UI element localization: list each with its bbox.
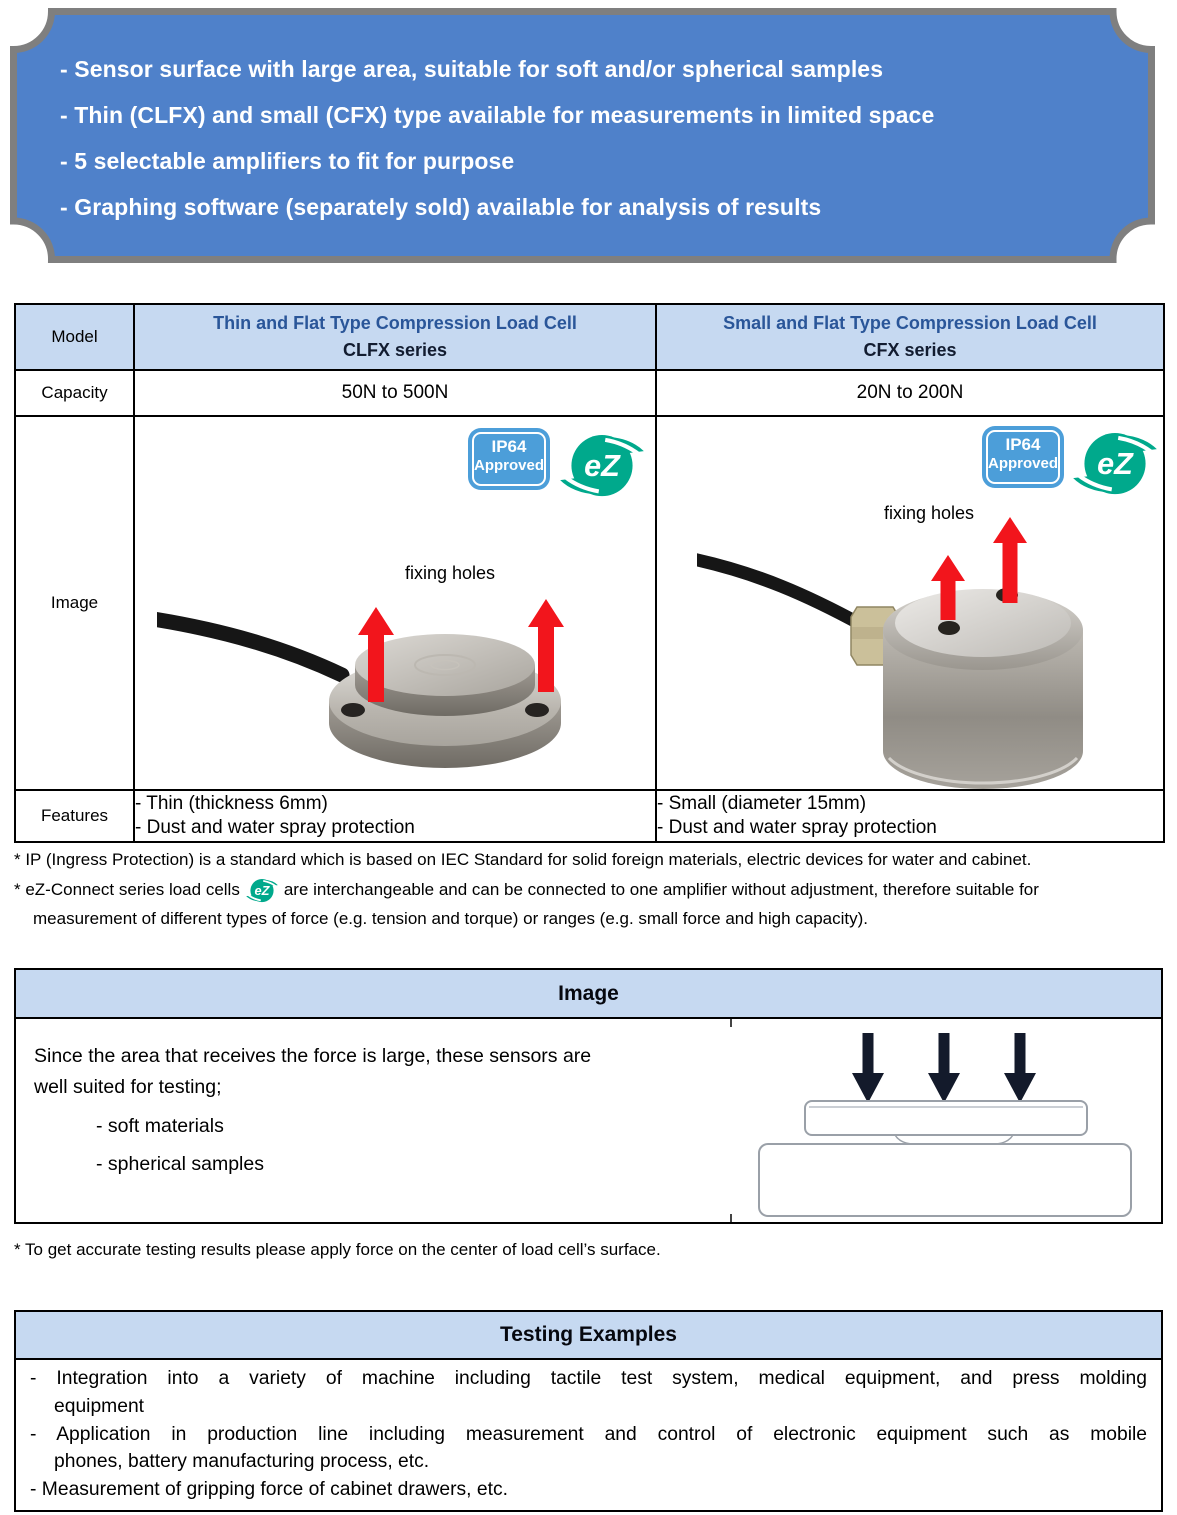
banner-line-3: - 5 selectable amplifiers to fit for pur… (60, 148, 515, 174)
ip64-badge: IP64 Approved (982, 426, 1064, 488)
cfx-capacity: 20N to 200N (655, 369, 1165, 417)
ip64-rating: IP64 (1005, 435, 1041, 454)
feature-item: - Dust and water spray protection (657, 817, 937, 838)
bullet-soft-materials: - soft materials (96, 1115, 224, 1137)
clfx-capacity: 50N to 500N (133, 369, 657, 417)
footnote-ip: * IP (Ingress Protection) is a standard … (14, 850, 1032, 869)
red-up-arrow (358, 607, 394, 702)
cable (697, 553, 869, 632)
testing-section-title: Testing Examples (16, 1312, 1161, 1360)
ez-connect-logo-icon: eZ (560, 435, 644, 497)
clfx-load-cell-photo (157, 599, 564, 768)
testing-example-line: equipment (54, 1395, 145, 1417)
svg-text:eZ: eZ (254, 883, 270, 898)
ip64-rating: IP64 (491, 437, 527, 456)
feature-item: - Dust and water spray protection (135, 817, 415, 838)
clfx-header: Thin and Flat Type Compression Load Cell… (133, 303, 657, 371)
footnote-ez-text-1: * eZ-Connect series load cells (14, 880, 240, 899)
load-cell-base (758, 1143, 1132, 1217)
footnote-ez: * eZ-Connect series load cells eZ are in… (14, 876, 1166, 904)
features-label: Features (14, 789, 135, 843)
ip64-approved-text: Approved (987, 455, 1058, 472)
banner-line-2: - Thin (CLFX) and small (CFX) type avail… (60, 102, 935, 128)
ez-connect-logo-icon: eZ (246, 879, 278, 903)
body-text-line: Since the area that receives the force i… (34, 1045, 592, 1067)
clfx-series: CLFX series (342, 340, 448, 360)
capacity-label: Capacity (14, 369, 135, 417)
table-row-image: Image IP64 Approved eZ fixing holes (14, 415, 1165, 791)
testing-example-line: - Integration into a variety of machine … (30, 1368, 1147, 1389)
body-text-line: well suited for testing; (34, 1076, 222, 1098)
product-spec-table: Model Thin and Flat Type Compression Loa… (14, 303, 1165, 843)
image-section-title: Image (16, 970, 1161, 1019)
table-row-capacity: Capacity 50N to 500N 20N to 200N (14, 369, 1165, 417)
table-row-features: Features - Thin (thickness 6mm) - Dust a… (14, 789, 1165, 843)
image-label: Image (14, 415, 135, 791)
ip64-approved-text: Approved (473, 457, 544, 474)
ip64-badge: IP64 Approved (468, 428, 550, 490)
force-down-arrows (852, 1033, 1036, 1103)
cable (157, 612, 350, 683)
svg-text:eZ: eZ (1097, 447, 1134, 481)
footnote-ez-text-2: are interchangeable and can be connected… (283, 880, 1039, 899)
clfx-features: - Thin (thickness 6mm) - Dust and water … (133, 789, 657, 843)
feature-item: - Small (diameter 15mm) (657, 793, 867, 814)
feature-item: - Thin (thickness 6mm) (135, 793, 328, 814)
model-label: Model (14, 303, 135, 371)
cfx-title: Small and Flat Type Compression Load Cel… (723, 313, 1097, 333)
cfx-series: CFX series (863, 340, 957, 360)
testing-example-line: - Application in production line includi… (30, 1423, 1147, 1445)
testing-examples-section: Testing Examples - Integration into a va… (14, 1310, 1163, 1512)
cfx-header: Small and Flat Type Compression Load Cel… (655, 303, 1165, 371)
fixing-holes-label: fixing holes (404, 563, 496, 583)
ez-connect-logo-icon: eZ (1073, 433, 1157, 495)
red-up-arrow (931, 555, 965, 620)
clfx-title: Thin and Flat Type Compression Load Cell (213, 313, 577, 333)
table-row-model: Model Thin and Flat Type Compression Loa… (14, 303, 1165, 371)
clfx-image-cell: IP64 Approved eZ fixing holes (133, 415, 657, 791)
red-up-arrow (993, 517, 1027, 603)
footnote-ez-continuation: measurement of different types of force … (33, 909, 869, 928)
force-application-diagram (758, 1033, 1132, 1217)
testing-section-body: - Integration into a variety of machine … (16, 1360, 1161, 1510)
footnote-accuracy: * To get accurate testing results please… (14, 1240, 661, 1259)
testing-example-line: - Measurement of gripping force of cabin… (30, 1479, 508, 1501)
red-up-arrow (528, 599, 564, 692)
cfx-load-cell-photo (697, 517, 1083, 789)
fixing-holes-label: fixing holes (883, 503, 975, 523)
banner-line-4: - Graphing software (separately sold) av… (60, 194, 822, 220)
bullet-spherical-samples: - spherical samples (96, 1153, 264, 1175)
svg-text:eZ: eZ (584, 449, 621, 483)
cfx-features: - Small (diameter 15mm) - Dust and water… (655, 789, 1165, 843)
sample-plate (804, 1100, 1088, 1136)
image-section: Image Since the area that receives the f… (14, 968, 1163, 1224)
banner-plaque-shape (10, 8, 1155, 263)
feature-banner: - Sensor surface with large area, suitab… (10, 8, 1155, 263)
cfx-image-cell: IP64 Approved eZ fixing holes (655, 415, 1165, 791)
testing-example-line: phones, battery manufacturing process, e… (54, 1451, 430, 1473)
image-section-body: Since the area that receives the force i… (16, 1019, 1161, 1222)
banner-line-1: - Sensor surface with large area, suitab… (60, 56, 884, 82)
